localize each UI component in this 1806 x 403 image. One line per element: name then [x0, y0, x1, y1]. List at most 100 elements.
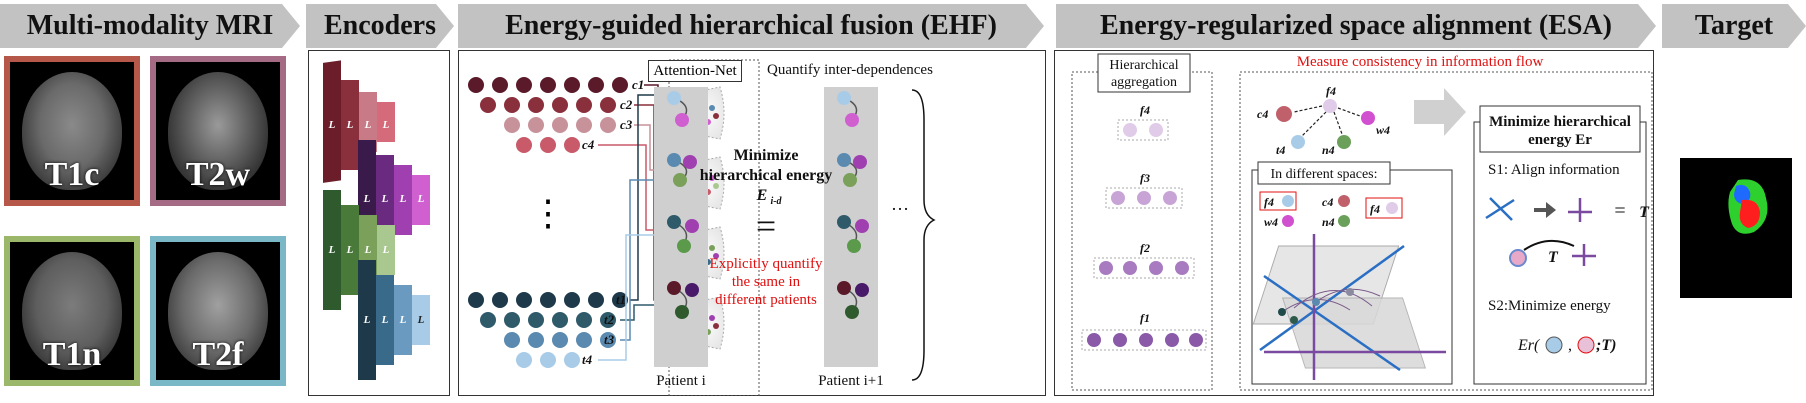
energy-symbol: E — [756, 187, 768, 204]
equals-sign: = — [756, 206, 776, 246]
svg-text:L: L — [382, 119, 390, 131]
big-arrow — [1414, 88, 1466, 136]
mri-image-t1c: T1c — [4, 56, 140, 206]
svg-text:L: L — [363, 314, 371, 326]
attention-net-title: Attention-Net — [648, 60, 742, 82]
encoder-t1n — [323, 190, 395, 310]
label-c2: c2 — [620, 97, 633, 112]
svg-text:Minimize hierarchical: Minimize hierarchical — [1489, 114, 1631, 130]
c-feature-dots — [468, 77, 628, 153]
f1-level: f1 — [1081, 311, 1207, 351]
label-c4: c4 — [582, 137, 595, 152]
minimize-er-box: Minimize hierarchical energy Er S1: Alig… — [1473, 105, 1650, 385]
svg-text:,: , — [1568, 337, 1572, 354]
header-esa: Energy-regularized space alignment (ESA) — [1056, 4, 1656, 48]
svg-text:L: L — [363, 193, 371, 205]
svg-text:L: L — [328, 119, 336, 131]
encoder-t1c — [323, 60, 395, 183]
explicit-line1: Explicitly quantify — [710, 256, 823, 272]
ehf-attention-and-patients: Quantify inter-dependences Patient i Pat… — [654, 62, 936, 389]
label-c1: c1 — [632, 77, 644, 92]
svg-text:energy Er: energy Er — [1528, 132, 1592, 148]
header-encoders: Encoders — [306, 4, 454, 48]
svg-text:L: L — [382, 244, 390, 256]
svg-text:In different spaces:: In different spaces: — [1270, 167, 1377, 182]
encoder-t2f — [358, 260, 430, 380]
measure-consistency-region — [1239, 71, 1653, 391]
mri-label: T1n — [42, 336, 102, 373]
patient-i1-nodes — [837, 91, 869, 319]
horizontal-ellipsis: … — [891, 194, 909, 214]
svg-text:w4: w4 — [1264, 215, 1278, 229]
svg-text:w4: w4 — [1376, 123, 1390, 137]
explicit-line3: different patients — [715, 292, 817, 308]
svg-text:T: T — [1548, 249, 1559, 266]
minimize-line1: Minimize — [734, 147, 799, 164]
svg-text:L: L — [417, 193, 425, 205]
flow-graph: f4 c4 w4 t4 n4 — [1257, 84, 1390, 157]
svg-text:f3: f3 — [1140, 171, 1150, 185]
patient-i-nodes — [667, 91, 699, 319]
hier-line2: aggregation — [1111, 75, 1177, 90]
f3-level: f3 — [1105, 171, 1183, 209]
svg-text:L: L — [399, 314, 407, 326]
svg-text:c4: c4 — [1257, 107, 1268, 121]
label-t1: t1 — [616, 292, 626, 307]
mri-image-t1n: T1n — [4, 236, 140, 386]
svg-text:L: L — [381, 314, 389, 326]
vertical-ellipsis: ⋮ — [530, 193, 566, 233]
svg-text:n4: n4 — [1322, 215, 1335, 229]
label-c3: c3 — [620, 117, 633, 132]
svg-text:T: T — [1639, 204, 1650, 221]
svg-text:f4: f4 — [1326, 84, 1336, 98]
header-mri: Multi-modality MRI — [0, 4, 300, 48]
svg-text:L: L — [381, 193, 389, 205]
patient-i-label: Patient i — [656, 373, 706, 389]
svg-text:L: L — [364, 119, 372, 131]
label-t2: t2 — [604, 312, 615, 327]
svg-text:f4: f4 — [1264, 195, 1274, 209]
mri-image-t2f: T2f — [150, 236, 286, 386]
patient-i1-label: Patient i+1 — [818, 373, 884, 389]
svg-text:t4: t4 — [1276, 143, 1285, 157]
f2-level: f2 — [1093, 241, 1195, 279]
different-spaces-box: In different spaces: f4 w4 c4 n4 f4 — [1251, 161, 1453, 385]
quantify-label: Quantify inter-dependences — [767, 62, 933, 78]
target-segmentation-image — [1680, 158, 1792, 298]
svg-text:L: L — [364, 244, 372, 256]
energy-subscript: i-d — [770, 196, 782, 207]
svg-text:f4: f4 — [1140, 103, 1150, 117]
f4-level: f4 — [1117, 103, 1169, 141]
svg-text:c4: c4 — [1322, 195, 1333, 209]
svg-text:S1: Align information: S1: Align information — [1488, 162, 1620, 178]
mri-label: T2f — [192, 336, 244, 373]
svg-text:;T): ;T) — [1596, 337, 1616, 354]
hier-line1: Hierarchical — [1109, 58, 1178, 73]
svg-text:L: L — [417, 314, 425, 326]
minimize-line2: hierarchical energy — [700, 167, 833, 184]
mri-label: T1c — [44, 156, 100, 193]
svg-text:L: L — [346, 119, 354, 131]
header-target: Target — [1662, 4, 1806, 48]
label-t4: t4 — [582, 352, 593, 367]
measure-label: Measure consistency in information flow — [1297, 54, 1544, 70]
explicit-line2: the same in — [732, 274, 801, 290]
right-brace — [911, 89, 936, 381]
svg-text:Er(: Er( — [1517, 337, 1541, 354]
svg-text:L: L — [328, 244, 336, 256]
svg-text:f2: f2 — [1140, 241, 1150, 255]
svg-text:S2:Minimize energy: S2:Minimize energy — [1488, 298, 1611, 314]
svg-text:f4: f4 — [1370, 202, 1380, 216]
t-feature-dots — [468, 292, 628, 368]
svg-text:n4: n4 — [1322, 143, 1335, 157]
svg-text:f1: f1 — [1140, 311, 1150, 325]
header-ehf: Energy-guided hierarchical fusion (EHF) — [458, 4, 1044, 48]
svg-text:L: L — [346, 244, 354, 256]
mri-label: T2w — [185, 156, 251, 193]
mri-image-t2w: T2w — [150, 56, 286, 206]
svg-text:=: = — [1614, 200, 1625, 222]
hierarchical-aggregation-box — [1097, 53, 1191, 93]
label-t3: t3 — [604, 332, 615, 347]
